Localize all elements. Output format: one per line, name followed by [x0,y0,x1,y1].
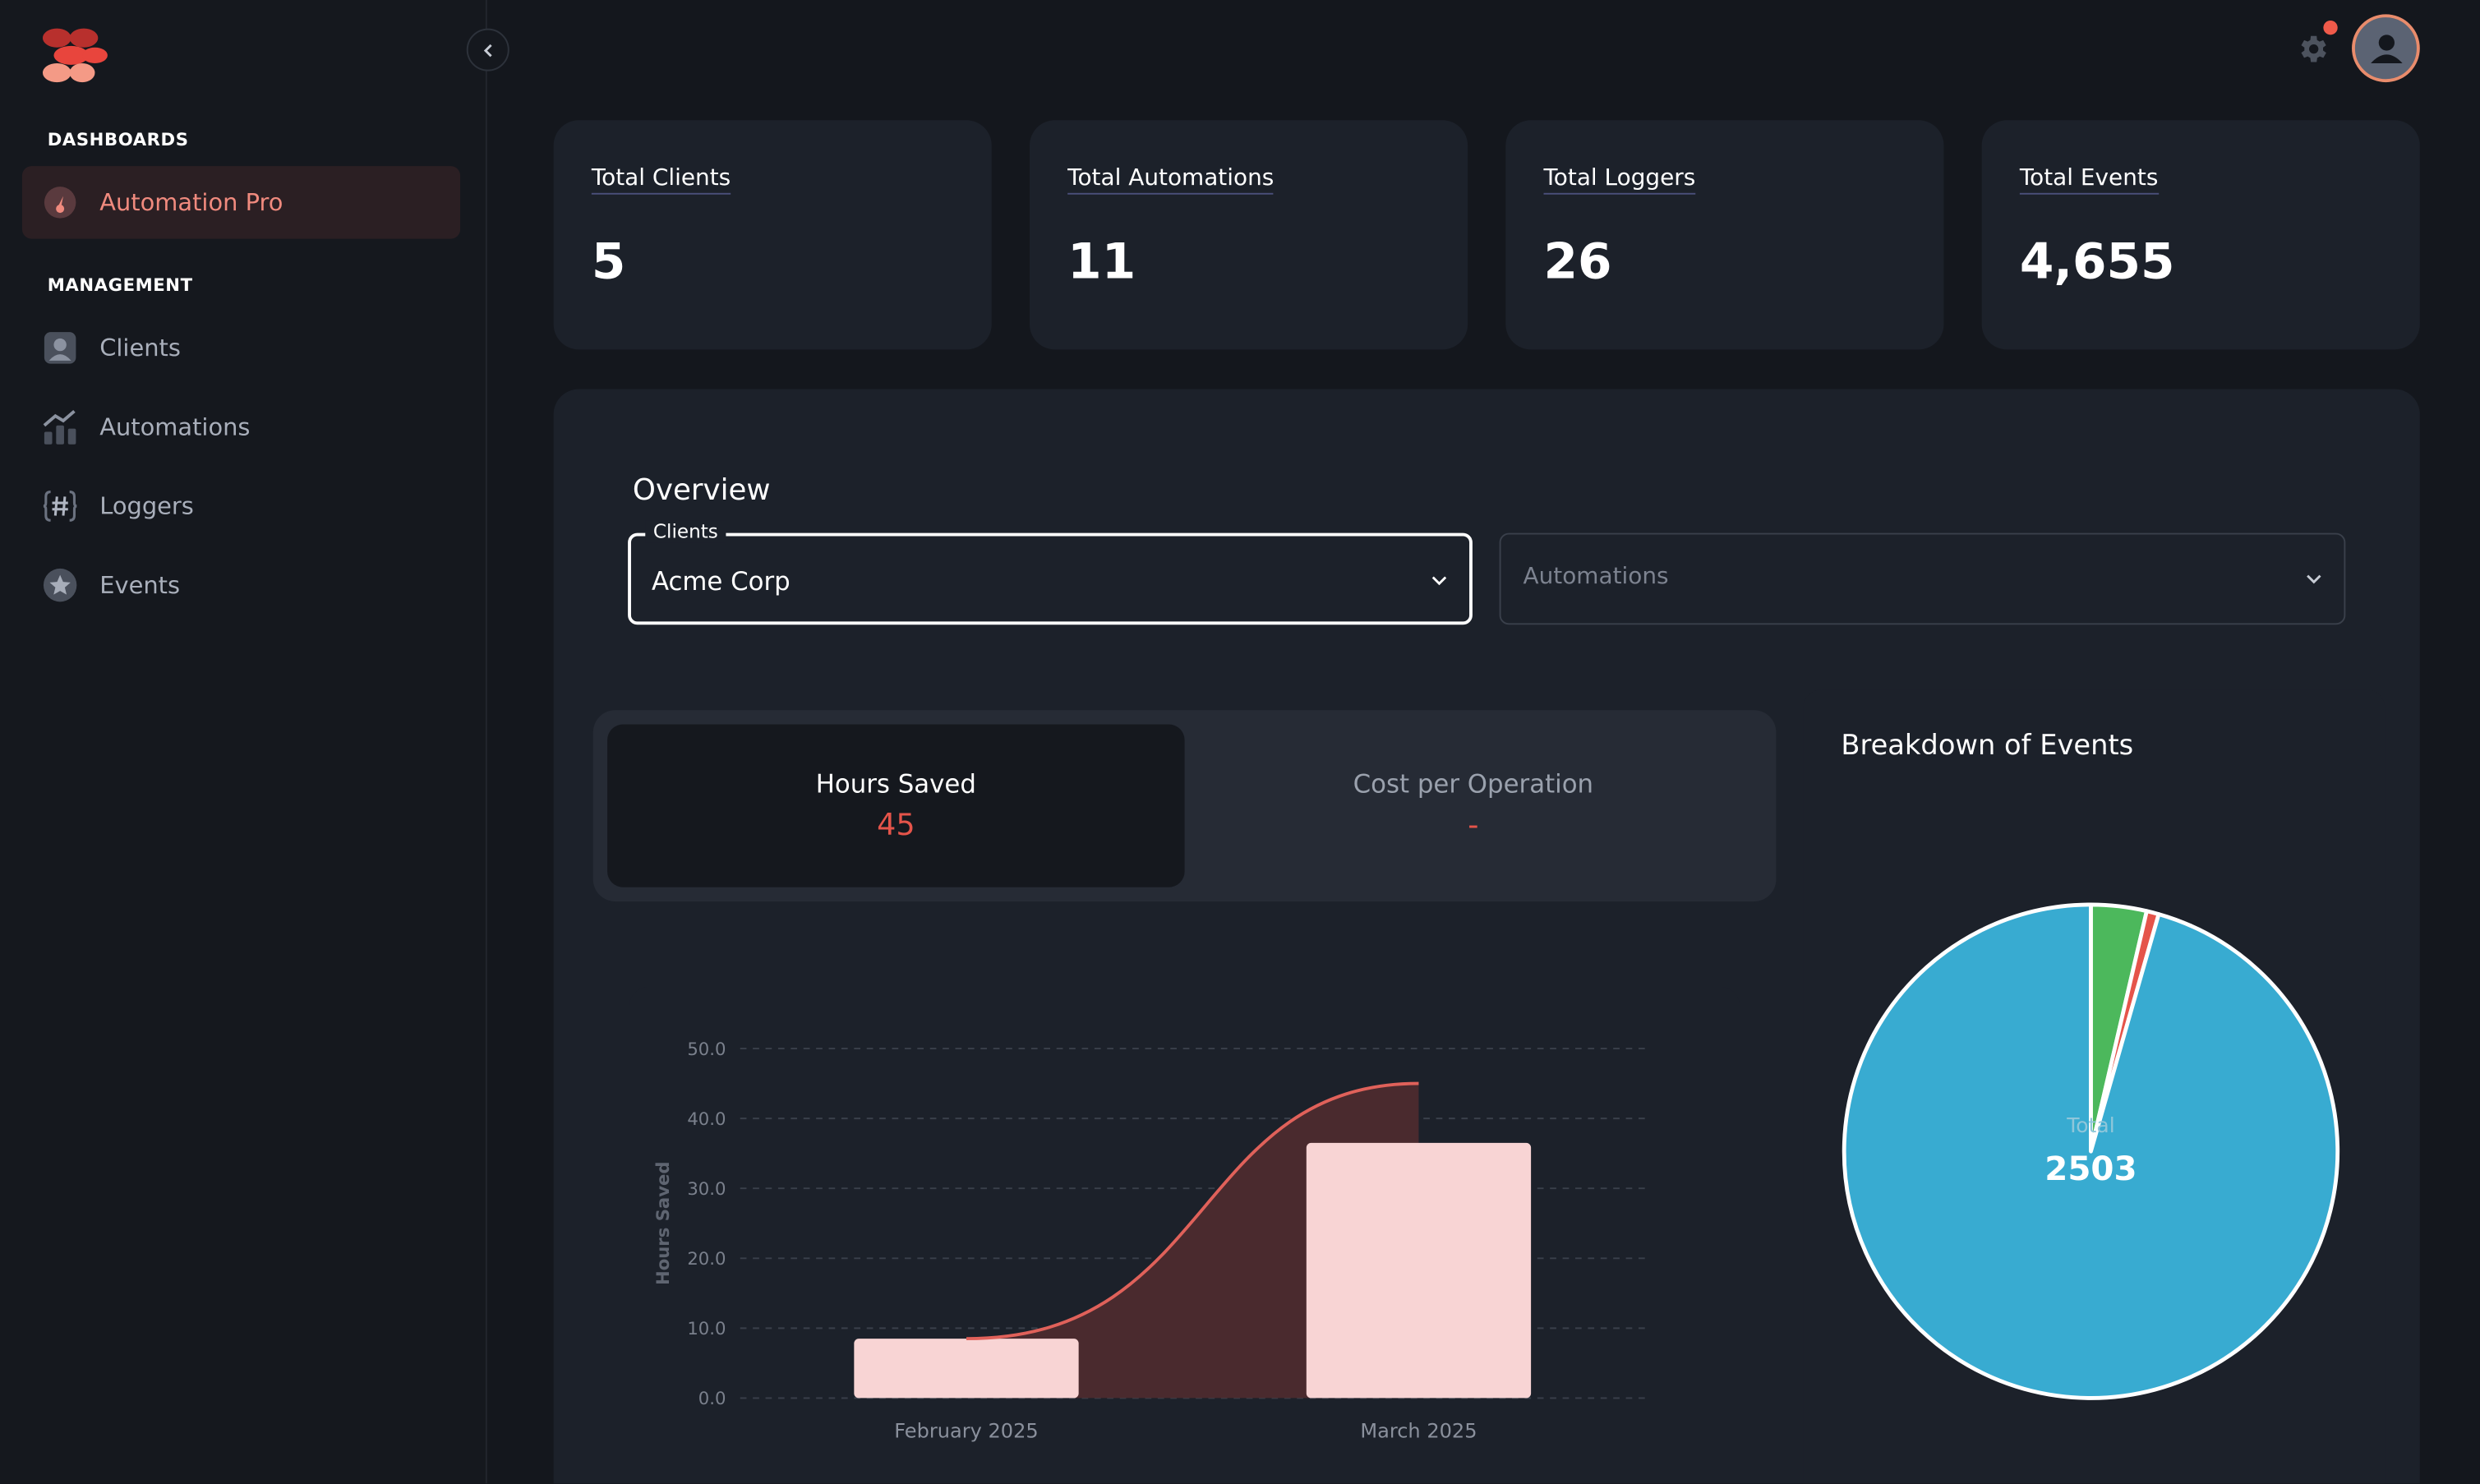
x-tick-label: February 2025 [894,1420,1038,1443]
stat-card-total-clients: Total Clients 5 [553,120,992,350]
user-icon [2370,34,2402,63]
chevron-down-icon [1431,576,1447,586]
pie-center-value: 2503 [2044,1149,2137,1188]
line-area [966,1083,1419,1399]
chart-up-icon [43,409,77,445]
bar [1306,1142,1532,1399]
stat-label: Total Events [2019,166,2159,195]
tab-label: Hours Saved [815,768,976,799]
stat-card-total-events: Total Events 4,655 [1981,120,2420,350]
sidebar-item-clients[interactable]: Clients [22,311,460,385]
pie-center-label: Total [2066,1113,2114,1137]
y-tick-label: 0.0 [698,1388,726,1408]
stat-value: 26 [1543,233,1612,292]
client-icon [43,330,77,365]
avatar[interactable] [2352,14,2420,83]
sidebar-item-loggers[interactable]: Loggers [22,470,460,543]
stat-label: Total Automations [1067,166,1275,195]
tab-label: Cost per Operation [1353,768,1594,799]
metric-tabs: Hours Saved 45 Cost per Operation - [592,710,1777,902]
sidebar-item-label: Clients [99,334,181,362]
stat-value: 11 [1067,233,1136,292]
y-tick-label: 10.0 [687,1318,726,1339]
tab-hours-saved[interactable]: Hours Saved 45 [607,724,1185,887]
y-tick-label: 30.0 [687,1178,726,1199]
clients-select-label: Clients [645,520,726,543]
overview-title: Overview [632,474,771,508]
series-line [966,1081,1419,1341]
pie-slice [1842,902,2340,1400]
y-axis-label: Hours Saved [652,1162,673,1286]
sidebar-item-automation-pro[interactable]: Automation Pro [21,166,461,239]
y-tick-label: 40.0 [687,1108,726,1129]
collapse-sidebar-button[interactable] [466,28,509,71]
overview-panel: Overview Clients Acme Corp Automations H… [553,389,2420,1484]
hash-icon [43,489,77,523]
sidebar: DASHBOARDS Automation Pro MANAGEMENT [0,0,487,1484]
tab-value: 45 [877,808,915,843]
bar [854,1339,1079,1399]
notification-dot [2323,21,2338,35]
sidebar-item-label: Automation Pro [99,188,283,217]
breakdown-title: Breakdown of Events [1841,730,2134,763]
automations-select-placeholder: Automations [1523,565,1669,590]
chevron-left-icon [482,43,491,57]
stat-value: 4,655 [2019,233,2175,292]
stat-card-total-automations: Total Automations 11 [1029,120,1468,350]
y-tick-label: 50.0 [687,1039,726,1059]
stat-value: 5 [591,233,626,292]
stat-card-total-loggers: Total Loggers 26 [1505,120,1944,350]
breakdown-pie-chart: Total 2503 [1842,902,2340,1400]
clients-select-value: Acme Corp [651,566,791,597]
section-title-dashboards: DASHBOARDS [47,129,189,150]
breakdown-card: Breakdown of Events Total 2503 [1803,689,2386,1484]
gauge-icon [43,185,77,219]
y-tick-label: 20.0 [687,1248,726,1269]
hours-saved-chart: 0.0 10.0 20.0 30.0 40.0 50.0 Hours Saved Februa… [629,987,1740,1484]
x-tick-label: March 2025 [1360,1420,1477,1443]
tab-cost-per-operation[interactable]: Cost per Operation - [1185,725,1763,887]
gear-icon[interactable] [2295,31,2330,66]
sidebar-item-events[interactable]: Events [22,549,460,622]
stat-label: Total Clients [591,166,731,195]
tab-value: - [1468,808,1479,843]
clients-select[interactable]: Clients Acme Corp [628,520,1473,625]
hours-saved-chart-svg: 0.0 10.0 20.0 30.0 40.0 50.0 Hours Saved Februa… [652,1039,1645,1443]
sidebar-item-label: Events [99,570,181,600]
sidebar-item-automations[interactable]: Automations [22,390,460,463]
sidebar-item-label: Automations [99,412,251,441]
automations-select[interactable]: Automations [1499,532,2346,625]
star-icon [43,568,77,602]
section-title-management: MANAGEMENT [47,274,193,296]
sidebar-item-label: Loggers [99,491,194,521]
chevron-down-icon [2307,574,2321,584]
brand-logo [42,28,108,83]
stat-label: Total Loggers [1543,166,1696,195]
